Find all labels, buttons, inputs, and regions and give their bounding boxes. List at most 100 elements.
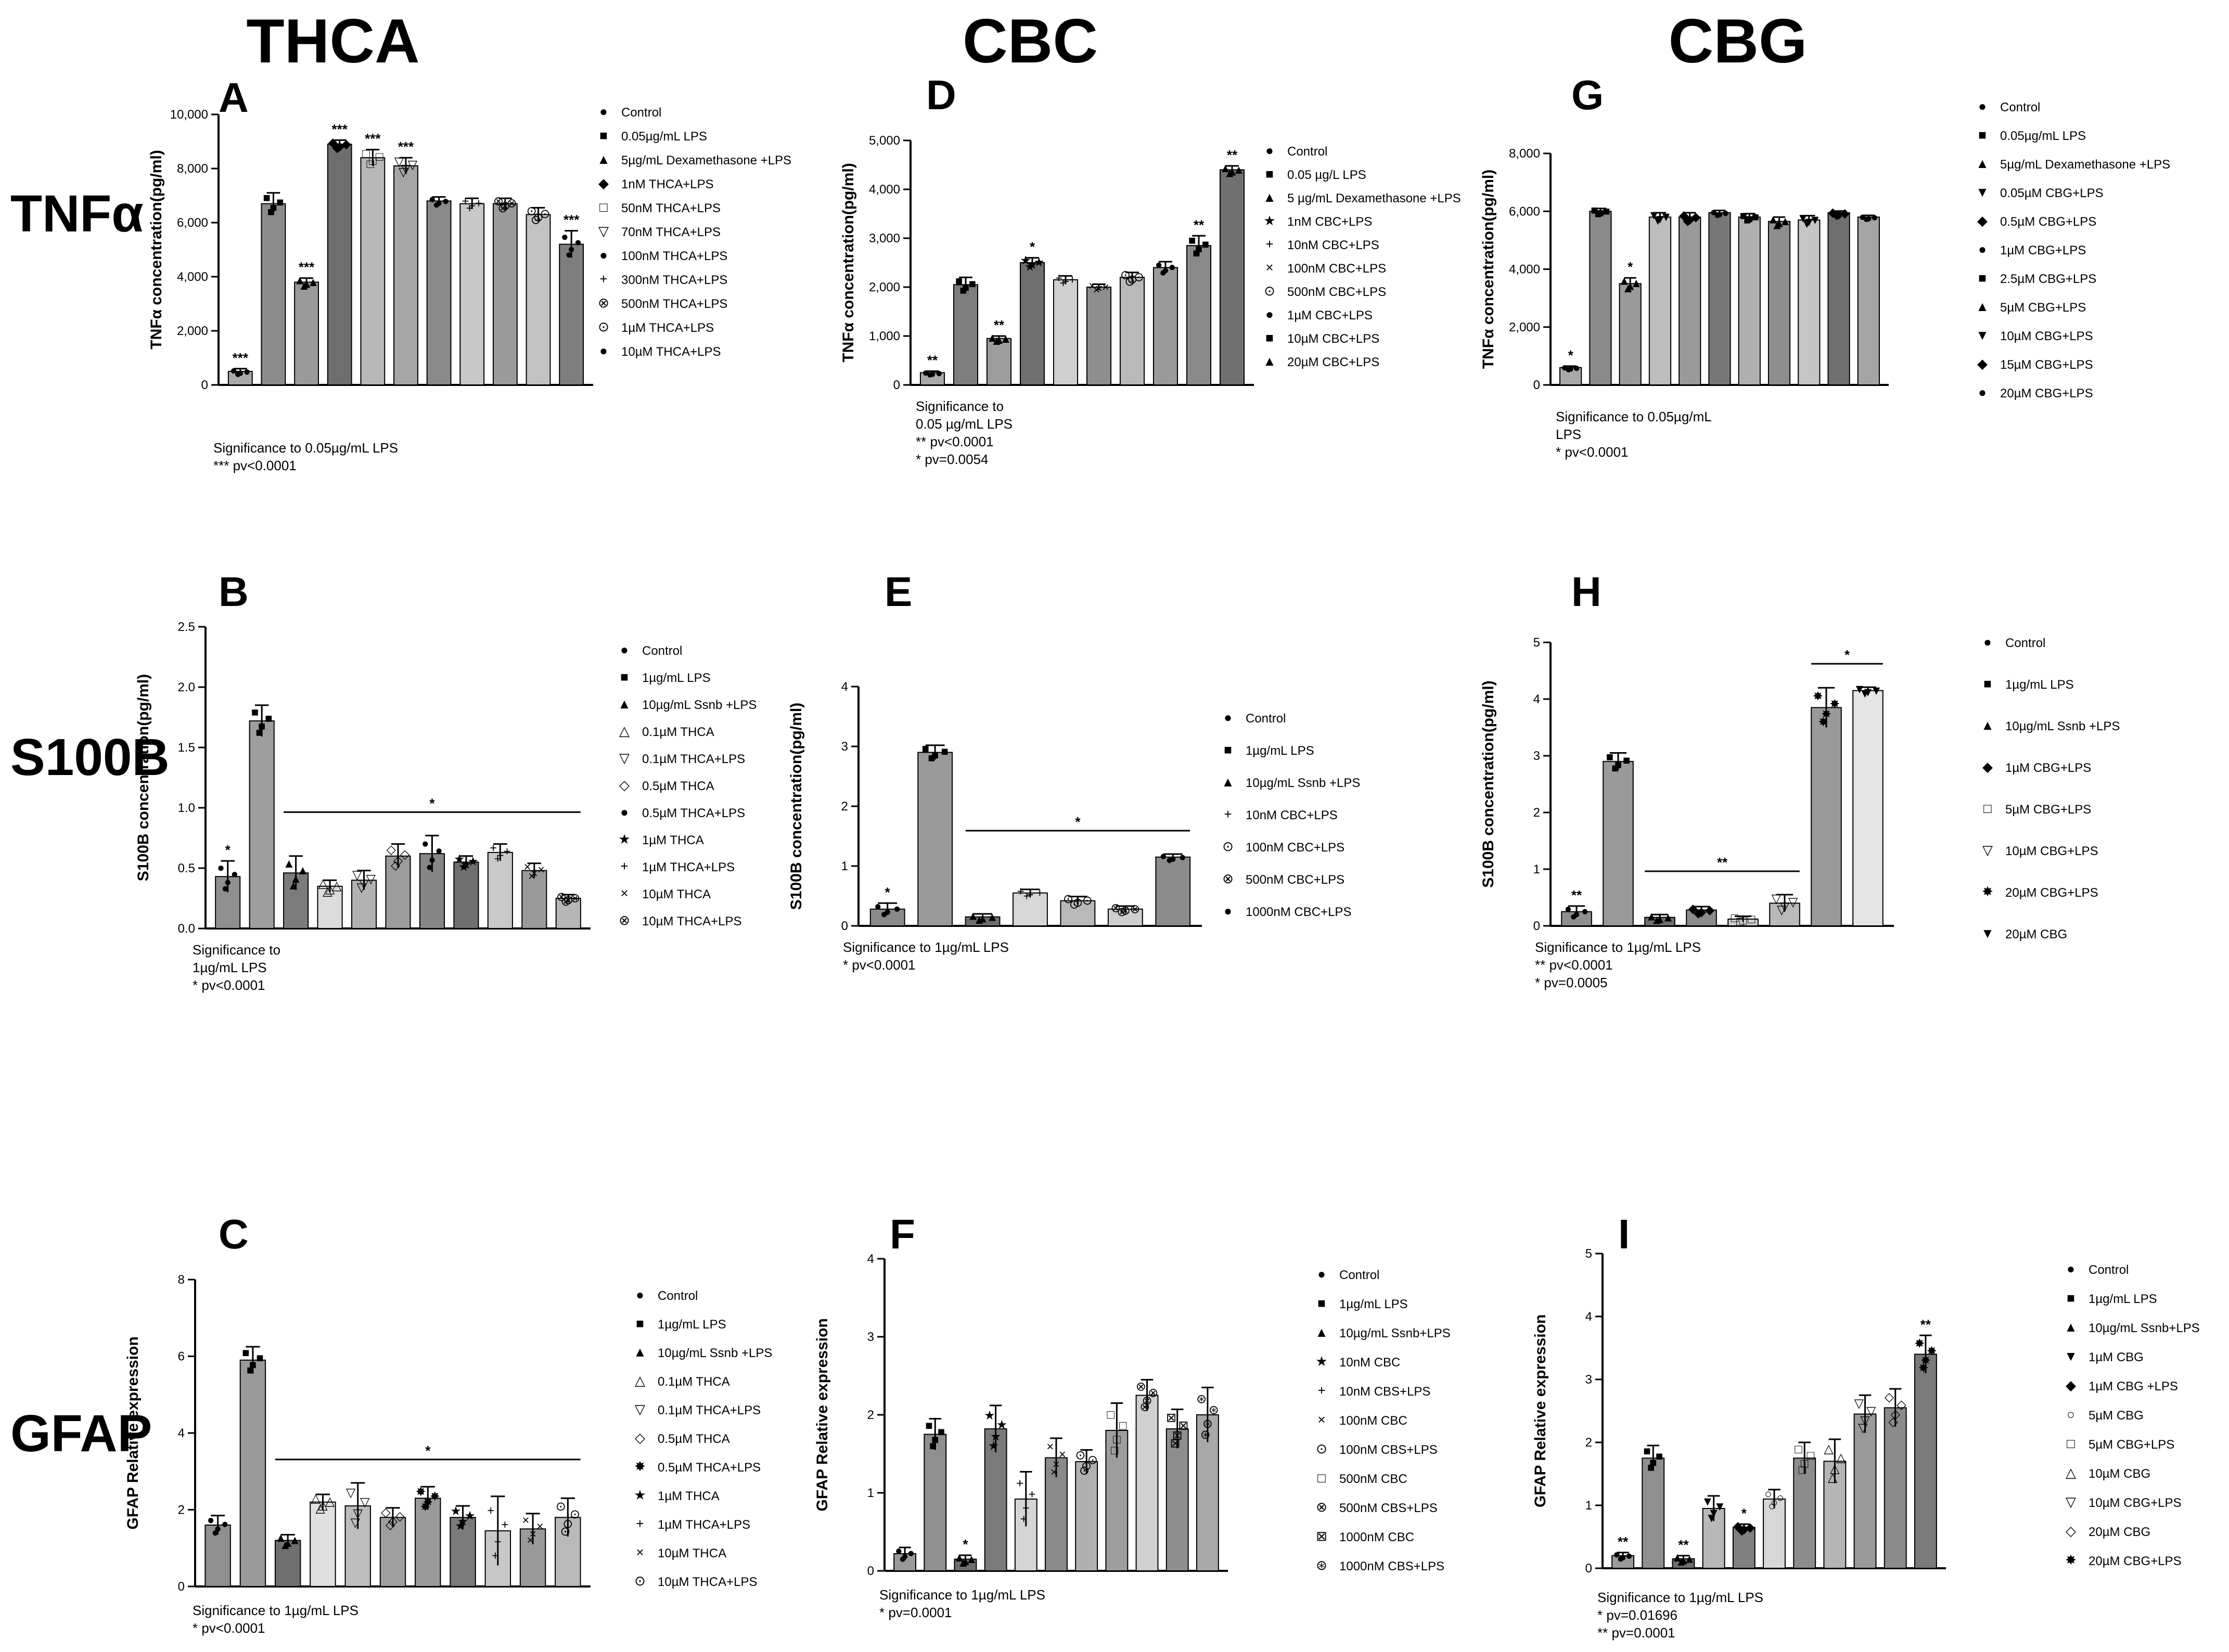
legend-marker: ■: [1265, 166, 1274, 182]
legend-marker: ×: [1265, 260, 1273, 275]
legend-entry-1-m-thca: 1µM THCA: [642, 833, 704, 847]
data-point: ●: [895, 1544, 903, 1558]
y-tick-label: 5: [1533, 636, 1540, 650]
data-point: ○: [1769, 1500, 1776, 1514]
data-point: ⊛: [1202, 1417, 1213, 1431]
legend-marker: ⊠: [1316, 1528, 1327, 1544]
data-point: ◆: [1828, 205, 1838, 220]
data-point: ×: [1053, 1457, 1060, 1472]
legend-entry-10-g-ml-ssnb-lps: 10µg/mL Ssnb+LPS: [1339, 1326, 1451, 1340]
bar-0-05-g-l-lps: [953, 284, 979, 385]
data-point: ⊗: [561, 895, 571, 909]
data-point: ●: [214, 1522, 222, 1536]
data-point: ▲: [1771, 218, 1784, 233]
data-point: +: [504, 845, 511, 859]
legend-marker: △: [619, 723, 630, 739]
data-point: ●: [936, 366, 943, 380]
panel-letter-f: F: [890, 1211, 915, 1257]
legend-entry-100nm-cbc-lps: 100nM CBC+LPS: [1246, 841, 1344, 855]
data-point: ▲: [1233, 163, 1245, 177]
y-tick-label: 0: [1533, 919, 1540, 933]
data-point: ⊙: [1082, 894, 1093, 908]
data-point: ■: [1202, 237, 1210, 251]
data-point: □: [362, 147, 370, 161]
legend-entry-10-m-cbg-lps: 10µM CBG+LPS: [2000, 329, 2093, 343]
bar-500nm-thca-lps: [493, 203, 518, 385]
data-point: ●: [435, 196, 443, 210]
legend-marker: ◆: [1977, 356, 1988, 371]
significance-star: *: [963, 1537, 968, 1552]
data-point: ▲: [986, 331, 998, 345]
legend-marker: ◇: [619, 777, 630, 793]
significance-star: **: [1571, 887, 1582, 903]
legend-marker: ⊙: [598, 319, 609, 334]
data-point: ▽: [359, 877, 369, 891]
data-point: ▼: [1648, 208, 1660, 222]
bar-1-m-thca-lps: [526, 214, 551, 385]
legend-marker: ■: [620, 669, 629, 685]
legend-marker: ✸: [1982, 884, 1993, 899]
data-point: ●: [568, 242, 575, 256]
data-point: ■: [270, 201, 277, 215]
legend-entry-10-m-cbg-lps: 10µM CBG+LPS: [2005, 844, 2098, 858]
bar-500nm-cbs-lps: [1135, 1395, 1159, 1571]
data-point: ▼: [1862, 686, 1874, 700]
data-point: ◆: [1840, 206, 1850, 220]
legend-entry-control: Control: [1287, 145, 1327, 159]
legend-entry-70nm-thca-lps: 70nM THCA+LPS: [621, 225, 721, 239]
data-point: ⊙: [560, 1525, 570, 1539]
data-point: ×: [536, 1519, 544, 1533]
data-point: ●: [1714, 208, 1722, 222]
data-point: +: [1016, 1477, 1023, 1491]
data-point: ◇: [395, 1509, 405, 1524]
panel-g: G 0 2,000 4,000 6,000 8,000 TNFα concentration…: [1480, 72, 2170, 460]
legend-marker: △: [635, 1373, 645, 1388]
data-point: ⊛: [1209, 1403, 1219, 1417]
significance-note: * pv<0.0001: [193, 977, 265, 993]
panels-group: A 0 2,000 4,000 6,000 8,000 10,000 TNFα concent…: [124, 72, 2200, 1641]
data-point: ◆: [1834, 207, 1844, 221]
data-point: ◇: [387, 843, 396, 857]
data-point: ●: [893, 902, 901, 916]
data-point: △: [1836, 1451, 1846, 1465]
legend-marker: □: [2067, 1436, 2075, 1451]
data-point: ▼: [1708, 1506, 1720, 1520]
y-tick-label: 0.0: [178, 922, 195, 936]
data-point: □: [1731, 911, 1739, 925]
data-point: ★: [454, 852, 465, 866]
legend-entry-20-m-cbg-lps: 20µM CBG+LPS: [2000, 386, 2093, 401]
legend-entry-500nm-cbc-lps: 500nM CBC+LPS: [1287, 285, 1386, 299]
legend-marker: ◆: [598, 175, 609, 191]
data-point: ●: [1561, 360, 1569, 375]
data-point: ◇: [1890, 1407, 1900, 1421]
data-point: ◆: [1733, 1519, 1743, 1533]
data-point: ●: [901, 1550, 909, 1564]
data-point: ▲: [967, 909, 979, 923]
data-point: ▽: [357, 881, 367, 895]
legend-entry-1000nm-cbc: 1000nM CBC: [1339, 1530, 1414, 1544]
data-point: ◆: [1739, 1522, 1749, 1536]
data-point: ⊗: [1142, 1394, 1152, 1408]
data-point: ■: [959, 283, 967, 298]
data-point: ■: [941, 745, 949, 759]
data-point: ★: [450, 1504, 462, 1518]
legend-entry-500nm-thca-lps: 500nM THCA+LPS: [621, 297, 727, 311]
data-point: △: [311, 1491, 321, 1505]
data-point: ⊗: [1117, 905, 1127, 919]
data-point: ★: [1027, 258, 1038, 272]
data-point: ⊙: [527, 204, 537, 218]
legend-marker: ▲: [1263, 353, 1276, 369]
data-point: ▲: [977, 911, 989, 925]
legend-entry-control: Control: [1246, 712, 1286, 726]
data-point: ▲: [298, 279, 311, 293]
data-point: ⊛: [1200, 1428, 1211, 1442]
data-point: ●: [1581, 905, 1589, 919]
data-point: ▽: [1860, 1413, 1870, 1427]
data-point: ▲: [307, 275, 319, 289]
data-point: +: [1059, 276, 1067, 290]
data-point: ★: [457, 1515, 469, 1529]
bar-5-g-ml-dexamethasone-lps: [294, 281, 319, 386]
data-point: ▲: [1618, 274, 1631, 288]
bar-1-g-ml-lps: [924, 1434, 947, 1571]
data-point: ⊙: [1079, 1464, 1090, 1478]
